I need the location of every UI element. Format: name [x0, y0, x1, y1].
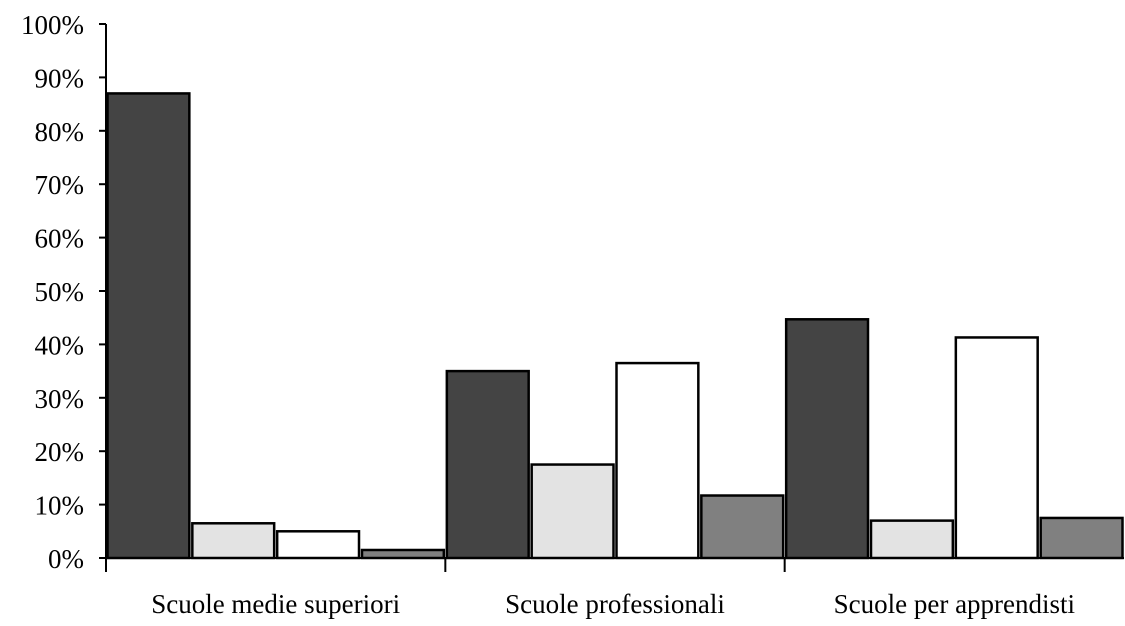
bar-series-2 — [191, 522, 276, 560]
bar-series-1 — [106, 92, 191, 560]
y-tick-label: 40% — [35, 330, 85, 360]
bars — [106, 92, 1124, 560]
x-category-label: Scuole per apprendisti — [834, 589, 1075, 619]
bar-series-3 — [954, 336, 1039, 560]
x-category-label: Scuole medie superiori — [151, 589, 400, 619]
bar-series-3 — [615, 361, 700, 560]
y-tick-label: 90% — [35, 63, 85, 93]
bar-series-3 — [275, 530, 361, 560]
bar-series-4 — [360, 548, 446, 560]
y-tick-label: 70% — [35, 170, 85, 200]
y-tick-label: 80% — [35, 117, 85, 147]
y-tick-label: 50% — [35, 277, 85, 307]
y-axis-ticks: 0% 10% 20% 30% 40% 50% 60% 70% 80% 90% 100% — [21, 10, 106, 574]
y-tick-label: 100% — [21, 10, 84, 40]
y-tick-label: 60% — [35, 224, 85, 254]
y-tick-label: 0% — [48, 544, 84, 574]
y-tick-label: 10% — [35, 491, 85, 521]
bar-series-2 — [530, 463, 615, 560]
bar-series-4 — [1039, 516, 1124, 560]
bar-series-4 — [700, 494, 785, 560]
x-axis-ticks: Scuole medie superiori Scuole professiona… — [151, 558, 1075, 619]
bar-series-2 — [869, 519, 955, 560]
y-tick-label: 30% — [35, 384, 85, 414]
bar-series-1 — [784, 318, 870, 560]
bar-series-1 — [445, 369, 530, 560]
x-category-label: Scuole professionali — [505, 589, 725, 619]
y-tick-label: 20% — [35, 437, 85, 467]
